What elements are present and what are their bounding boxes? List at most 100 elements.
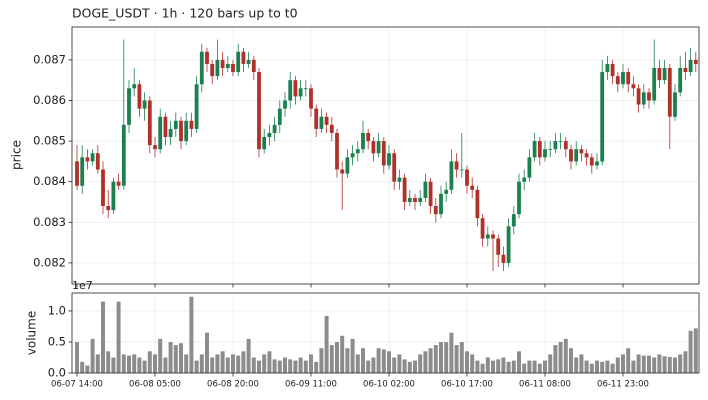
- volume-bar: [225, 357, 230, 373]
- x-tick-label: 06-11 23:00: [597, 380, 649, 390]
- volume-bar: [257, 360, 261, 373]
- volume-bar: [101, 301, 105, 373]
- candle-body: [288, 80, 293, 101]
- candle-body: [111, 181, 116, 211]
- candle-body: [470, 185, 475, 190]
- volume-bar: [106, 351, 111, 373]
- volume-bar: [667, 356, 672, 373]
- volume-bar: [558, 341, 563, 373]
- x-tick-label: 06-08 05:00: [129, 380, 181, 390]
- volume-bar: [522, 363, 527, 373]
- candle-body: [511, 214, 516, 227]
- x-tick-label: 06-08 20:00: [207, 380, 259, 390]
- volume-bar: [678, 354, 683, 373]
- candle-body: [80, 157, 85, 186]
- volume-bar: [194, 360, 199, 373]
- volume-bar: [600, 361, 605, 373]
- volume-bar: [335, 341, 339, 373]
- volume-bar: [205, 332, 209, 373]
- volume-bar: [449, 332, 454, 373]
- x-tick-label: 06-09 11:00: [285, 380, 337, 390]
- volume-bar: [303, 360, 308, 373]
- volume-bar: [142, 360, 147, 373]
- volume-bar: [319, 348, 324, 373]
- volume-bar: [574, 357, 579, 373]
- candle-body: [647, 92, 651, 101]
- volume-bar: [413, 360, 417, 373]
- volume-bar: [688, 330, 693, 373]
- volume-bar: [173, 345, 178, 373]
- plot-frame: [71, 292, 700, 374]
- volume-bar: [511, 360, 516, 373]
- volume-bar: [283, 357, 287, 373]
- candle-body: [522, 177, 527, 182]
- candle-body: [319, 116, 324, 129]
- candle-body: [433, 206, 438, 215]
- volume-bar: [153, 354, 157, 373]
- volume-bar: [355, 354, 360, 373]
- candle-body: [210, 63, 215, 77]
- volume-bar: [189, 296, 194, 373]
- volume-bar: [231, 354, 235, 373]
- candle-body: [101, 169, 105, 207]
- candle-body: [355, 149, 360, 154]
- candle-body: [558, 141, 563, 142]
- volume-bar: [537, 363, 542, 373]
- candle-body: [537, 141, 542, 158]
- candle-body: [387, 153, 391, 166]
- y-tick-label: 0.083: [33, 215, 66, 229]
- volume-bar: [693, 328, 698, 373]
- volume-bar: [376, 348, 381, 373]
- volume-bar: [439, 341, 443, 373]
- candle-body: [90, 153, 95, 162]
- volume-bar: [116, 301, 121, 373]
- volume-bar: [392, 357, 397, 373]
- candle-body: [376, 141, 381, 154]
- volume-bar: [387, 351, 391, 373]
- volume-bar: [345, 348, 350, 373]
- volume-bar: [465, 351, 469, 373]
- candle-body: [392, 153, 397, 182]
- y-tick-label: 0.087: [33, 52, 66, 66]
- y-axis-label: price: [10, 140, 24, 170]
- candle-body: [184, 120, 189, 142]
- candle-body: [298, 88, 303, 97]
- volume-bar: [636, 354, 641, 373]
- candle-body: [231, 63, 235, 73]
- volume-bar: [215, 354, 220, 373]
- y-tick-label: 0.084: [33, 174, 66, 188]
- volume-bar: [340, 335, 345, 373]
- candle-body: [241, 51, 246, 64]
- volume-bar: [158, 338, 163, 373]
- volume-bar: [366, 360, 371, 373]
- volume-bar: [288, 359, 293, 373]
- candle-body: [548, 149, 553, 151]
- chart-title: DOGE_USDT · 1h · 120 bars up to t0: [72, 6, 298, 21]
- candle-body: [589, 157, 594, 166]
- volume-bar: [444, 341, 449, 373]
- candle-body: [636, 88, 641, 105]
- volume-bar: [147, 351, 152, 373]
- volume-bar: [329, 345, 334, 373]
- candle-body: [199, 51, 204, 85]
- volume-bar: [683, 351, 688, 373]
- candle-body: [553, 141, 558, 150]
- candle-body: [517, 181, 521, 215]
- candle-body: [132, 84, 137, 89]
- x-tick-label: 06-10 02:00: [363, 380, 415, 390]
- plot-frame: [71, 26, 700, 285]
- candle-body: [454, 161, 459, 170]
- candle-body: [246, 59, 251, 64]
- candle-body: [257, 72, 261, 150]
- candle-body: [194, 84, 199, 129]
- volume-bar: [75, 341, 79, 373]
- candle-body: [381, 141, 386, 166]
- candle-body: [215, 59, 220, 77]
- volume-bar: [267, 351, 272, 373]
- candle-body: [251, 59, 256, 73]
- y-tick-label: 0.082: [33, 255, 66, 269]
- candle-body: [324, 116, 329, 125]
- candle-body: [527, 157, 532, 178]
- volume-bar: [402, 359, 407, 373]
